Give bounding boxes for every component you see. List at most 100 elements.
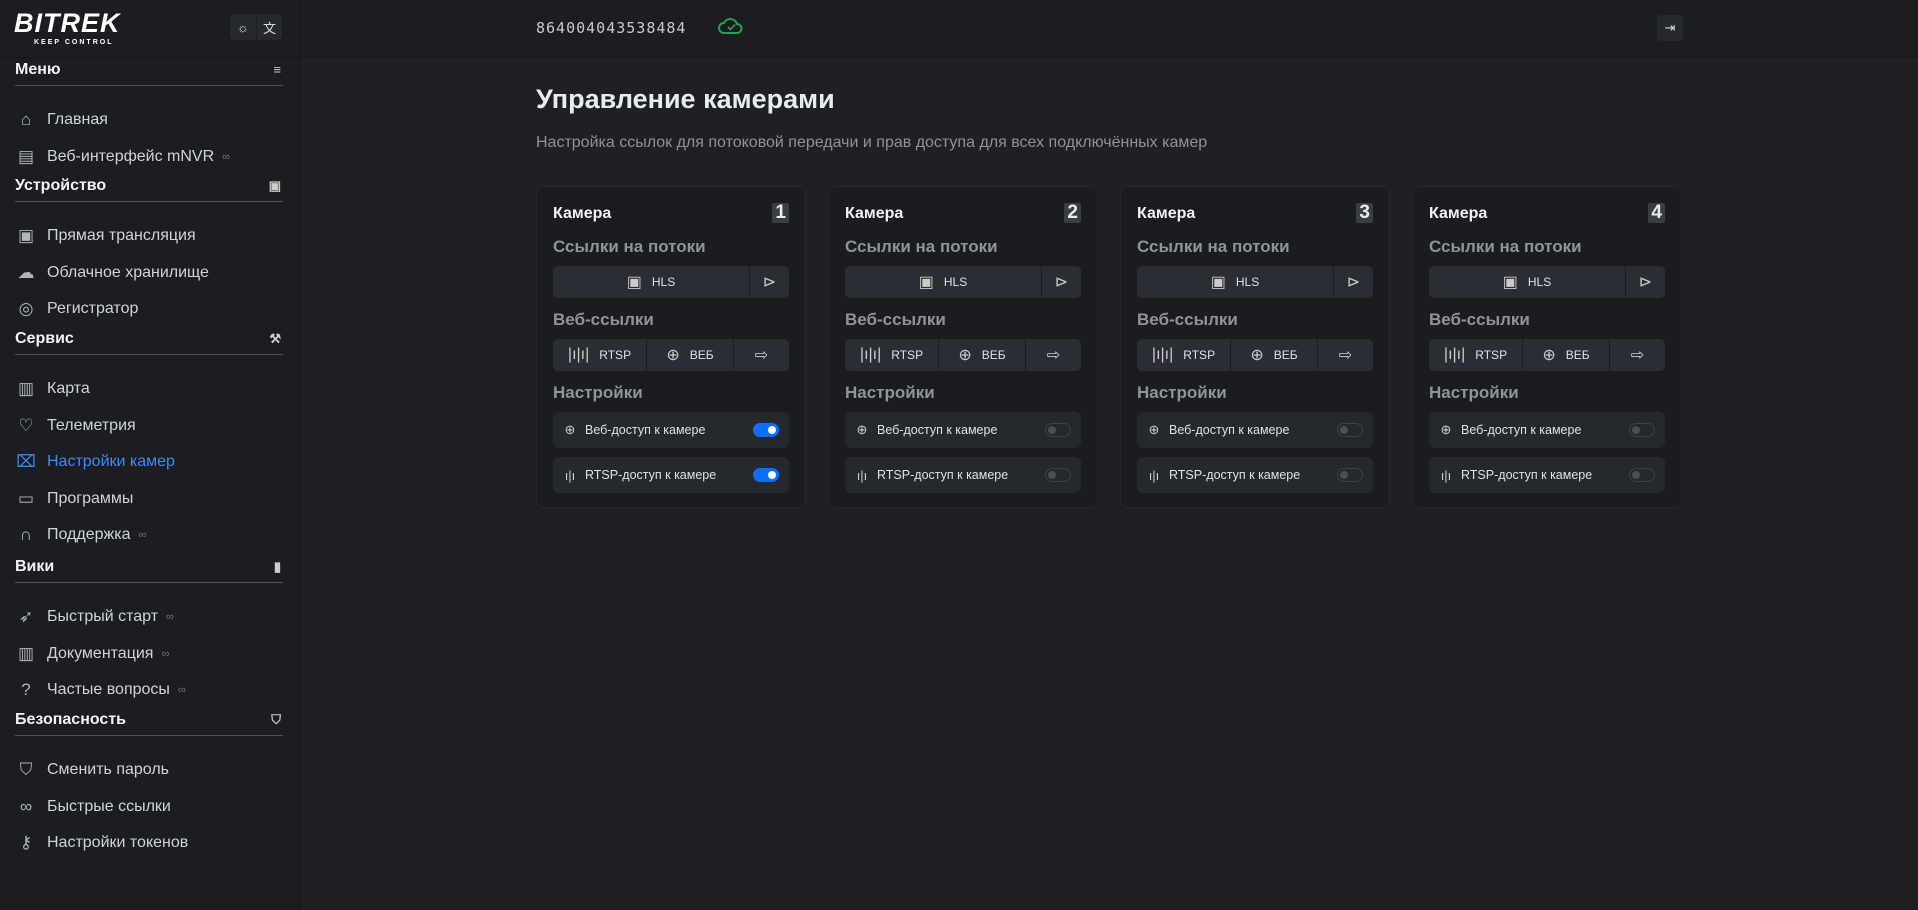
rtsp-label: RTSP (1183, 348, 1216, 362)
sidebar-item[interactable]: ⌧ Настройки камер (15, 450, 175, 474)
tv-play-icon: ▣ (17, 226, 35, 245)
web-access-toggle[interactable] (753, 423, 779, 437)
sidebar-item[interactable]: ⌂ Главная (15, 108, 108, 132)
rtsp-access-toggle[interactable] (1337, 468, 1363, 482)
sidebar-item[interactable]: ⛉ Сменить пароль (15, 758, 169, 782)
sidebar-item[interactable]: ▥ Карта (15, 377, 90, 401)
camera-number: 2 (1064, 203, 1081, 223)
rtsp-button[interactable]: |ı|ı| RTSP (845, 339, 938, 371)
settings-label: Настройки (1137, 383, 1227, 402)
sidebar-item-label: Настройки камер (47, 453, 175, 471)
web-links-label: Веб-ссылки (1137, 310, 1238, 329)
play-button[interactable]: ⊳ (749, 266, 789, 298)
open-button[interactable]: ⇨ (1609, 339, 1665, 371)
audio-wave-icon: ı|ı (564, 467, 576, 483)
play-button[interactable]: ⊳ (1625, 266, 1665, 298)
sidebar-item-label: Частые вопросы (47, 681, 170, 699)
web-button[interactable]: ⊕ ВЕБ (1230, 339, 1317, 371)
rtsp-access-label: RTSP-доступ к камере (1169, 468, 1301, 482)
web-access-toggle[interactable] (1045, 423, 1071, 437)
web-button[interactable]: ⊕ ВЕБ (938, 339, 1025, 371)
sidebar-item[interactable]: ➶ Быстрый старт ∞ (15, 605, 174, 629)
hls-row: ▣ HLS ⊳ (1429, 266, 1665, 298)
logout-button[interactable]: ⇥ (1657, 15, 1683, 41)
open-button[interactable]: ⇨ (1317, 339, 1373, 371)
sidebar-item-label: Настройки токенов (47, 834, 189, 852)
external-link-icon: ∞ (177, 684, 186, 697)
globe-icon: ⊕ (1148, 422, 1160, 437)
rtsp-button[interactable]: |ı|ı| RTSP (1137, 339, 1230, 371)
disc-icon: ◎ (18, 299, 34, 319)
sidebar-item[interactable]: ▣ Прямая трансляция (15, 224, 196, 248)
hls-button[interactable]: ▣ HLS (1429, 266, 1625, 298)
rtsp-button[interactable]: |ı|ı| RTSP (1429, 339, 1522, 371)
rtsp-access-toggle[interactable] (1045, 468, 1071, 482)
menu-icon: ≡ (273, 62, 281, 77)
hls-button[interactable]: ▣ HLS (845, 266, 1041, 298)
sidebar-item[interactable]: ♡ Телеметрия (15, 414, 135, 438)
rtsp-access-row: ı|ı RTSP-доступ к камере (553, 457, 789, 493)
box-arrow-right-icon: ⇨ (1046, 347, 1061, 364)
header: 864004043538484 ⇥ (300, 0, 1918, 58)
camera-label: Камера (553, 205, 612, 222)
hls-row: ▣ HLS ⊳ (845, 266, 1081, 298)
audio-wave-icon: ı|ı (1148, 467, 1160, 483)
camera-number: 3 (1356, 203, 1373, 223)
rtsp-access-toggle[interactable] (753, 468, 779, 482)
settings-label: Настройки (553, 383, 643, 402)
question-icon: ? (21, 680, 31, 700)
globe-icon: ⊕ (856, 422, 868, 437)
sidebar-item[interactable]: ∞ Быстрые ссылки (15, 795, 171, 819)
archive-icon: ▭ (17, 488, 35, 508)
box-arrow-right-icon: ⇨ (754, 347, 769, 364)
camera-number: 1 (772, 203, 789, 223)
section-heading-2: Сервис ⚒ (15, 329, 283, 355)
external-link-icon: ∞ (166, 611, 174, 623)
web-access-toggle[interactable] (1629, 423, 1655, 437)
heart-pulse-icon: ♡ (18, 415, 34, 435)
sidebar-item-label: Карта (47, 380, 90, 397)
external-link-icon: ∞ (222, 150, 230, 163)
web-links-row: |ı|ı| RTSP ⊕ ВЕБ ⇨ (1429, 339, 1665, 371)
web-button[interactable]: ⊕ ВЕБ (646, 339, 733, 371)
sidebar-item-label: Быстрый старт (47, 608, 159, 625)
hls-button[interactable]: ▣ HLS (553, 266, 749, 298)
web-label: ВЕБ (1565, 348, 1590, 362)
audio-wave-icon: |ı|ı| (1443, 346, 1466, 363)
open-button[interactable]: ⇨ (1025, 339, 1081, 371)
sun-icon[interactable]: ☼ (237, 19, 249, 35)
web-access-toggle[interactable] (1337, 423, 1363, 437)
hls-button[interactable]: ▣ HLS (1137, 266, 1333, 298)
sidebar-item[interactable]: ▥ Документация ∞ (15, 642, 169, 666)
web-access-row: ⊕ Веб-доступ к камере (1137, 412, 1373, 448)
open-button[interactable]: ⇨ (733, 339, 789, 371)
rtsp-button[interactable]: |ı|ı| RTSP (553, 339, 646, 371)
sidebar-item[interactable]: ◎ Регистратор (15, 297, 139, 321)
translate-icon[interactable]: 文 (256, 14, 282, 40)
web-label: ВЕБ (689, 348, 714, 362)
rtsp-access-toggle[interactable] (1629, 468, 1655, 482)
sidebar-top: BITREK KEEP CONTROL ☼ 文 (0, 0, 299, 58)
play-button[interactable]: ⊳ (1333, 266, 1373, 298)
section-title: Вики (15, 558, 55, 575)
bitrek-logo[interactable]: BITREK KEEP CONTROL (14, 8, 121, 48)
layout-icon: ▤ (17, 146, 35, 166)
rocket-icon: ➶ (18, 607, 34, 626)
web-access-row: ⊕ Веб-доступ к камере (845, 412, 1081, 448)
section-heading-1: Устройство ▣ (15, 176, 283, 202)
web-button[interactable]: ⊕ ВЕБ (1522, 339, 1609, 371)
play-button[interactable]: ⊳ (1041, 266, 1081, 298)
sidebar-item[interactable]: ? Частые вопросы ∞ (15, 678, 186, 702)
tv-play-icon: ▣ (918, 274, 934, 291)
sidebar-item[interactable]: ▤ Веб-интерфейс mNVR ∞ (15, 145, 230, 169)
sidebar-item[interactable]: ⚷ Настройки токенов (15, 831, 189, 855)
sidebar-item-label: Сменить пароль (47, 761, 170, 778)
sidebar-item[interactable]: ☁ Облачное хранилище (15, 261, 209, 285)
sidebar-item-label: Прямая трансляция (47, 227, 196, 244)
camera-card: Камера 4 Ссылки на потоки ▣ HLS ⊳ Веб-ссы… (1412, 186, 1682, 508)
web-links-row: |ı|ı| RTSP ⊕ ВЕБ ⇨ (845, 339, 1081, 371)
camera-label: Камера (1429, 205, 1488, 222)
sidebar-item[interactable]: ∩ Поддержка ∞ (15, 523, 146, 547)
logout-icon: ⇥ (1664, 20, 1676, 35)
sidebar-item[interactable]: ▭ Программы (15, 487, 133, 511)
